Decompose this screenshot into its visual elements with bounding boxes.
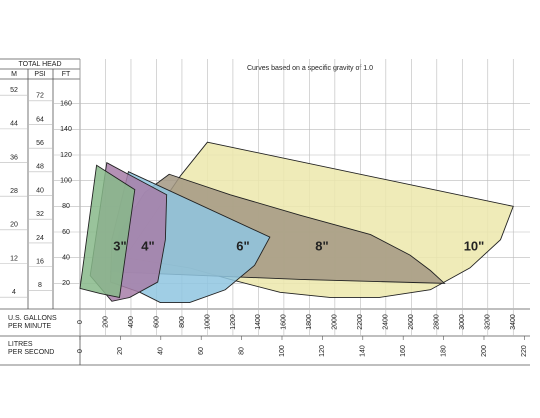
x-tick-label: 3400 [510, 314, 517, 330]
x-tick-label: 3000 [459, 314, 466, 330]
x-tick-label: 2800 [434, 314, 441, 330]
y3-tick-label: 44 [10, 121, 18, 128]
x2-axis-title: LITRES [8, 341, 33, 348]
x-tick-label: 200 [102, 316, 109, 328]
y-axis-title: FT [62, 71, 71, 78]
x2-tick-label: 0 [77, 349, 84, 353]
region-label: 4" [141, 238, 154, 253]
x2-tick-label: 100 [279, 345, 286, 357]
y2-tick-label: 32 [36, 211, 44, 218]
x2-tick-label: 140 [360, 345, 367, 357]
x-tick-label: 600 [153, 316, 160, 328]
x-tick-label: 2400 [383, 314, 390, 330]
x-tick-label: 1000 [204, 314, 211, 330]
x2-tick-label: 60 [198, 347, 205, 355]
x-tick-label: 2000 [332, 314, 339, 330]
y3-axis-title: M [11, 71, 17, 78]
y-tick-label: 140 [60, 126, 72, 133]
y2-tick-label: 8 [38, 282, 42, 289]
chart-title: Curves based on a specific gravity of 1.… [247, 65, 373, 72]
region-label: 10" [464, 238, 485, 253]
y-group-label: TOTAL HEAD [18, 61, 61, 68]
x-tick-label: 0 [77, 320, 84, 324]
x-tick-label: 1800 [306, 314, 313, 330]
x-tick-label: 1400 [255, 314, 262, 330]
x-tick-label: 800 [179, 316, 186, 328]
y3-tick-label: 36 [10, 154, 18, 161]
x-axis-title: U.S. GALLONS [8, 315, 57, 322]
y3-tick-label: 20 [10, 222, 18, 229]
x2-tick-label: 120 [319, 345, 326, 357]
y-tick-label: 20 [62, 280, 70, 287]
y-tick-label: 60 [62, 229, 70, 236]
x2-tick-label: 40 [158, 347, 165, 355]
y-tick-label: 120 [60, 152, 72, 159]
y-tick-label: 80 [62, 203, 70, 210]
y-tick-label: 160 [60, 101, 72, 108]
x2-axis-title: PER SECOND [8, 349, 54, 356]
y3-tick-label: 28 [10, 188, 18, 195]
x-tick-label: 3200 [485, 314, 492, 330]
region-label: 6" [236, 238, 249, 253]
x-tick-label: 2600 [408, 314, 415, 330]
x2-tick-label: 20 [117, 347, 124, 355]
y3-tick-label: 12 [10, 255, 18, 262]
y2-axis-title: PSI [34, 71, 45, 78]
x-tick-label: 2200 [357, 314, 364, 330]
x-tick-label: 1600 [281, 314, 288, 330]
y2-tick-label: 24 [36, 235, 44, 242]
y2-tick-label: 64 [36, 116, 44, 123]
y-tick-label: 100 [60, 178, 72, 185]
region [79, 164, 136, 298]
y2-tick-label: 48 [36, 164, 44, 171]
x-tick-label: 1200 [230, 314, 237, 330]
x2-tick-label: 180 [440, 345, 447, 357]
y2-tick-label: 72 [36, 93, 44, 100]
y3-tick-label: 4 [12, 289, 16, 296]
x-tick-label: 400 [128, 316, 135, 328]
y2-tick-label: 16 [36, 258, 44, 265]
y2-tick-label: 56 [36, 140, 44, 147]
region-label: 3" [113, 238, 126, 253]
region-label: 8" [315, 238, 328, 253]
x2-tick-label: 200 [481, 345, 488, 357]
x2-tick-label: 160 [400, 345, 407, 357]
y-tick-label: 40 [62, 255, 70, 262]
x-axis-title: PER MINUTE [8, 323, 52, 330]
x2-tick-label: 80 [238, 347, 245, 355]
y2-tick-label: 40 [36, 187, 44, 194]
y3-tick-label: 52 [10, 87, 18, 94]
x2-tick-label: 220 [521, 345, 528, 357]
